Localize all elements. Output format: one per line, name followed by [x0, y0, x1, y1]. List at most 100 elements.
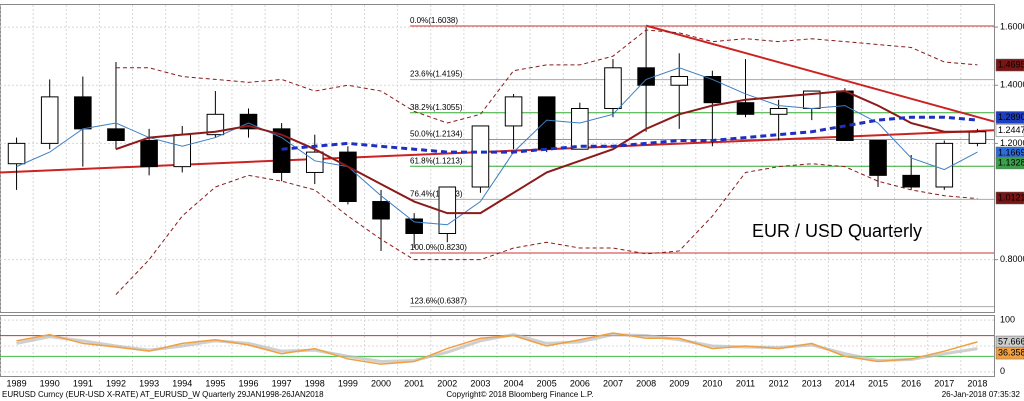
candle-body	[372, 201, 390, 220]
candle-body	[107, 128, 125, 141]
oscillator-line	[16, 332, 978, 365]
x-tick-label: 2005	[537, 378, 557, 388]
x-tick-label: 1999	[338, 378, 358, 388]
candle-body	[670, 76, 689, 86]
series-line	[281, 115, 978, 154]
x-tick-label: 2002	[437, 378, 457, 388]
price-tag-label: 57.6664	[998, 336, 1024, 346]
x-tick-label: 2016	[901, 378, 921, 388]
price-tag-label: 1.2890	[998, 112, 1024, 122]
candle-body	[637, 67, 655, 86]
x-tick-label: 2000	[371, 378, 391, 388]
candle-body	[736, 102, 755, 115]
x-tick-label: 2018	[967, 378, 987, 388]
x-tick-label: 2015	[868, 378, 888, 388]
candle-body	[74, 96, 92, 130]
candle-body	[836, 90, 854, 141]
fib-label: 123.6%(0.6387)	[410, 297, 467, 306]
footer-timestamp: 26-Jan-2018 07:35:32	[942, 390, 1021, 399]
candle-body	[604, 67, 622, 109]
x-tick-label: 1991	[73, 378, 93, 388]
price-tag-label: 36.358	[998, 347, 1024, 357]
candle-body	[902, 174, 920, 188]
price-tag	[995, 111, 1024, 124]
x-tick-label: 2009	[669, 378, 689, 388]
y-tick-label: 1.4000	[1000, 80, 1024, 90]
x-tick-label: 2001	[404, 378, 424, 388]
candle-body	[40, 96, 59, 144]
candle-body	[571, 107, 589, 150]
oscillator-line	[16, 333, 978, 364]
footer-copyright: Copyright© 2018 Bloomberg Finance L.P.	[446, 390, 593, 399]
candle-body	[7, 142, 26, 165]
x-tick-label: 1998	[305, 378, 325, 388]
fib-label: 100.0%(0.8230)	[410, 243, 467, 252]
x-tick-label: 2006	[570, 378, 590, 388]
fib-label: 0.0%(1.6038)	[410, 16, 458, 25]
x-tick-label: 1994	[172, 378, 192, 388]
x-tick-label: 1997	[272, 378, 292, 388]
x-tick-label: 2011	[736, 378, 755, 388]
x-tick-label: 2017	[934, 378, 954, 388]
candle-body	[769, 107, 788, 115]
candle-body	[339, 151, 357, 203]
trend-line	[645, 24, 995, 123]
y-tick-label: 0	[1000, 366, 1005, 376]
candle-body	[935, 142, 954, 188]
price-tag	[995, 124, 1024, 137]
fib-label: 61.8%(1.1213)	[410, 156, 463, 165]
price-tag-label: 1.2447	[998, 125, 1024, 135]
series-line	[115, 163, 978, 295]
x-tick-label: 1993	[139, 378, 159, 388]
candle-body	[140, 139, 158, 168]
candle-body	[869, 139, 887, 176]
x-tick-label: 2003	[470, 378, 490, 388]
x-tick-label: 2014	[835, 378, 855, 388]
y-tick-label: 100	[1000, 315, 1015, 325]
y-tick-label: 1.2000	[1000, 138, 1024, 148]
series-line	[115, 29, 978, 124]
x-tick-label: 2012	[769, 378, 789, 388]
trend-line	[0, 129, 995, 174]
fib-label: 38.2%(1.3055)	[410, 103, 463, 112]
x-tick-label: 2008	[636, 378, 656, 388]
candle-body	[537, 96, 556, 150]
price-tag	[995, 346, 1024, 360]
candle-body	[173, 134, 192, 168]
price-tag-label: 1.4695	[998, 59, 1024, 69]
x-tick-label: 2010	[702, 378, 722, 388]
x-tick-label: 1989	[7, 378, 27, 388]
x-tick-label: 1992	[106, 378, 126, 388]
main-panel-frame	[0, 4, 995, 313]
price-tag	[995, 156, 1024, 170]
fib-label: 23.6%(1.4195)	[410, 70, 463, 79]
price-tag-label: 1.0121	[998, 192, 1024, 202]
price-tag-label: 1.1328	[998, 157, 1024, 167]
price-tag	[995, 58, 1024, 72]
price-tag	[995, 191, 1024, 205]
footer-source: EURUSD Curncy (EUR-USD X-RATE) AT_EURUSD…	[2, 390, 324, 399]
x-tick-label: 2004	[504, 378, 524, 388]
series-line	[16, 67, 978, 226]
candle-body	[405, 218, 423, 235]
x-tick-label: 1990	[40, 378, 60, 388]
x-tick-label: 2007	[603, 378, 623, 388]
candle-body	[504, 96, 523, 127]
candle-body	[206, 113, 225, 136]
x-tick-label: 1995	[205, 378, 225, 388]
candle-body	[272, 128, 291, 173]
candle-body	[471, 125, 490, 188]
fib-label: 50.0%(1.2134)	[410, 130, 463, 139]
y-tick-label: 0.8000	[1000, 254, 1024, 264]
candle-body	[968, 131, 987, 144]
fib-label: 76.4%(1.0073)	[410, 190, 463, 199]
series-line	[115, 90, 978, 215]
x-tick-label: 1996	[238, 378, 258, 388]
candle-body	[703, 76, 722, 104]
price-tag-label: 1.1669	[998, 147, 1024, 157]
x-tick-label: 2013	[802, 378, 822, 388]
chart-annotation: EUR / USD Quarterly	[752, 221, 922, 241]
